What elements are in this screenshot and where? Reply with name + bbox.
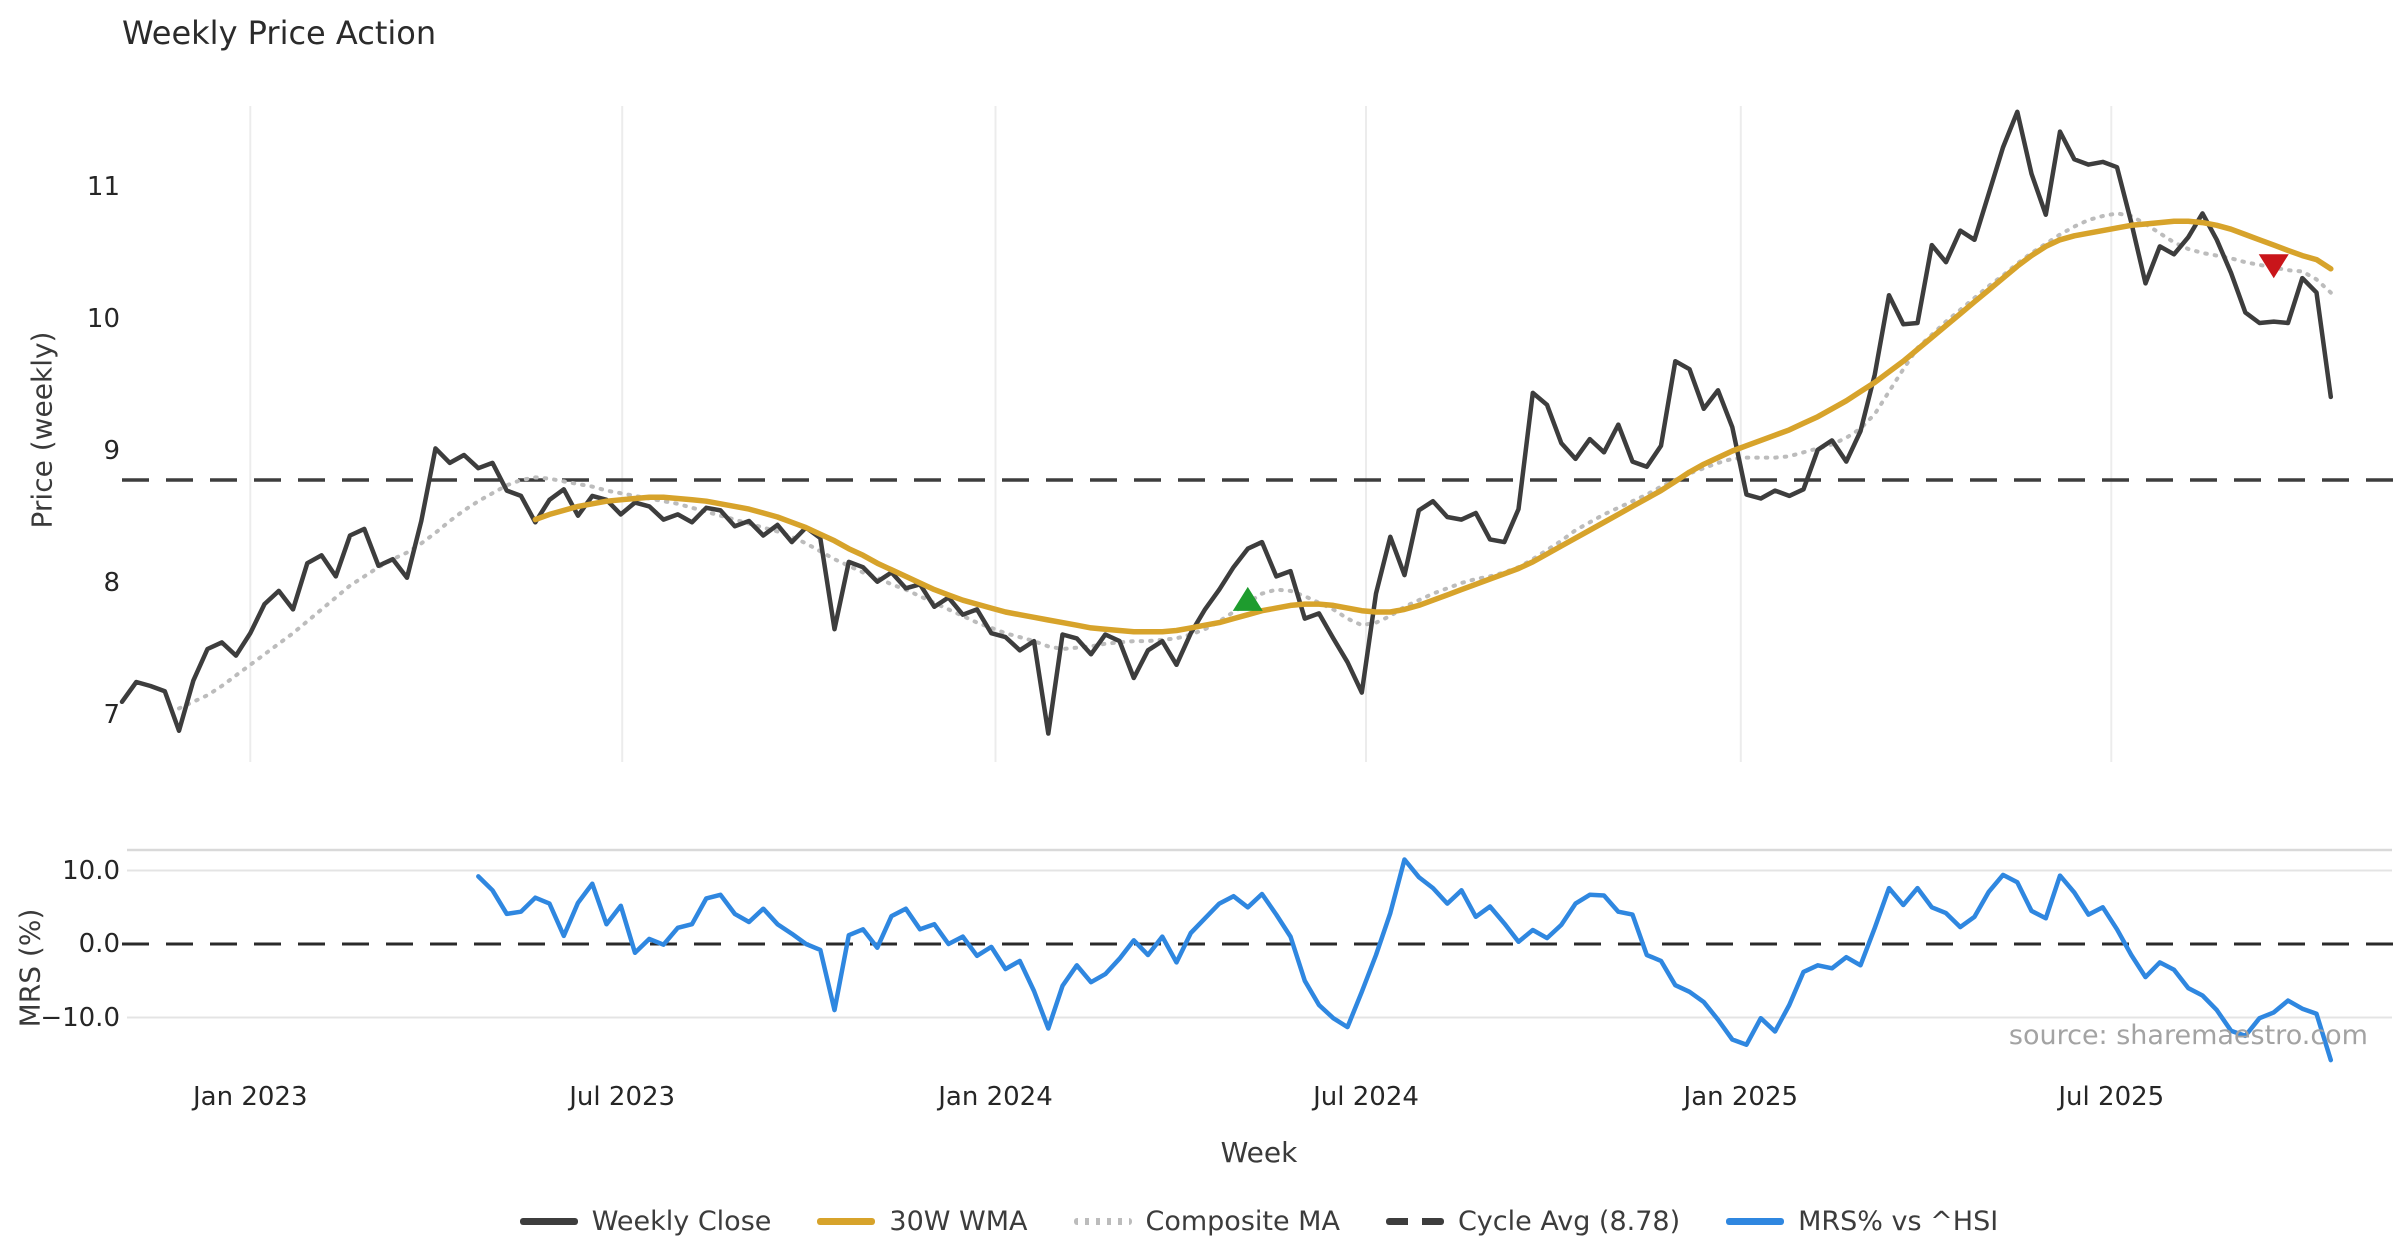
legend-label: MRS% vs ^HSI <box>1798 1206 1999 1237</box>
legend-label: Weekly Close <box>591 1206 772 1237</box>
series-30w-wma <box>532 218 2334 635</box>
mrs-ytick-label: 0.0 <box>78 929 120 959</box>
weekly-close-line-swatch <box>519 1218 578 1225</box>
x-tick-label: Jan 2023 <box>192 1082 308 1112</box>
mrs-ytick-label: −10.0 <box>40 1002 120 1033</box>
price-ytick-label: 10 <box>86 304 120 334</box>
chart-title: Weekly Price Action <box>122 14 437 52</box>
wma-line-swatch <box>817 1218 876 1225</box>
mrs-axis-label: MRS (%) <box>13 908 47 1028</box>
legend-label: Composite MA <box>1145 1206 1340 1237</box>
legend-item-weekly-close: Weekly Close <box>519 1206 772 1237</box>
legend: Weekly Close 30W WMA Composite MA Cycle … <box>122 1206 2396 1237</box>
x-tick-label: Jul 2023 <box>569 1082 676 1112</box>
sell-signal-triangle-down <box>2258 254 2289 279</box>
series-composite-ma <box>177 211 2333 711</box>
price-ytick-label: 7 <box>103 700 120 730</box>
legend-item-composite-ma: Composite MA <box>1073 1206 1340 1237</box>
mrs-line-swatch <box>1726 1218 1785 1225</box>
legend-item-30w-wma: 30W WMA <box>817 1206 1028 1237</box>
x-axis-label: Week <box>1220 1136 1298 1169</box>
buy-signal-triangle-up <box>1232 586 1263 611</box>
x-tick-label: Jan 2024 <box>938 1082 1053 1112</box>
legend-label: Cycle Avg (8.78) <box>1457 1206 1681 1237</box>
x-tick-label: Jan 2025 <box>1683 1082 1799 1112</box>
price-ytick-label: 11 <box>86 172 120 202</box>
source-note: source: sharemaestro.com <box>2008 1020 2368 1051</box>
x-tick-label: Jul 2025 <box>2058 1082 2165 1112</box>
composite-ma-line-swatch <box>1073 1218 1132 1225</box>
cycle-avg-line-swatch <box>1385 1218 1444 1225</box>
price-ytick-label: 8 <box>103 568 120 598</box>
x-tick-label: Jul 2024 <box>1313 1082 1419 1112</box>
price-ytick-label: 9 <box>103 436 120 466</box>
series-mrs-vs-hsi <box>476 857 2334 1063</box>
legend-item-mrs: MRS% vs ^HSI <box>1726 1206 1998 1237</box>
legend-item-cycle-avg: Cycle Avg (8.78) <box>1385 1206 1681 1237</box>
series-weekly-close <box>119 109 2334 736</box>
mrs-ytick-label: 10.0 <box>62 855 120 886</box>
legend-label: 30W WMA <box>889 1206 1028 1237</box>
price-axis-label: Price (weekly) <box>25 331 59 529</box>
